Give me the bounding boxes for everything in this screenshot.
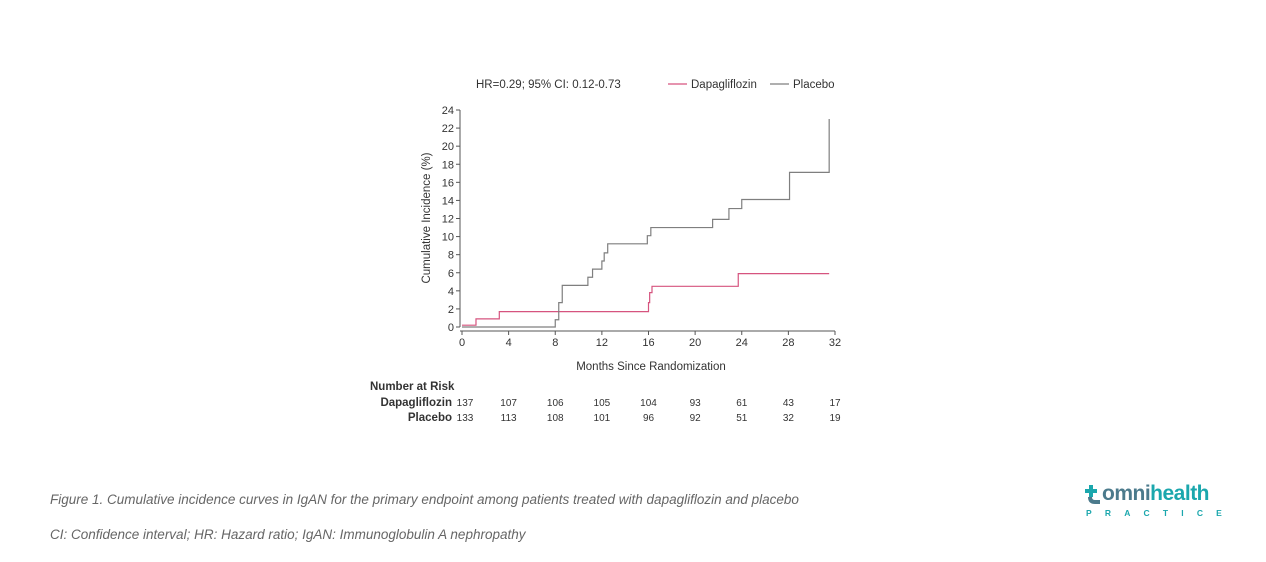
risk-table-cell: 96	[643, 413, 655, 424]
y-tick-label: 18	[442, 159, 454, 171]
series-placebo-line	[462, 119, 830, 328]
x-tick-label: 32	[829, 337, 841, 349]
risk-table-cell: 105	[594, 398, 611, 409]
y-tick-label: 2	[448, 304, 454, 316]
y-tick-label: 16	[442, 177, 454, 189]
risk-table-cell: 43	[783, 398, 795, 409]
y-tick-label: 14	[442, 195, 454, 207]
risk-table-cell: 106	[547, 398, 564, 409]
y-tick-label: 12	[442, 214, 454, 226]
risk-table: Number at Risk Dapagliflozin 137 107 106 105 1…	[370, 381, 841, 424]
risk-table-cell: 101	[594, 413, 611, 424]
x-tick-label: 12	[596, 337, 608, 349]
risk-table-cell: 17	[829, 398, 841, 409]
risk-table-cell: 108	[547, 413, 564, 424]
risk-table-cell: 51	[736, 413, 748, 424]
hr-annotation: HR=0.29; 95% CI: 0.12-0.73	[476, 79, 621, 91]
risk-table-header: Number at Risk	[370, 381, 455, 393]
logo-word-health: health	[1150, 482, 1210, 505]
x-tick-label: 0	[459, 337, 465, 349]
risk-table-cell: 113	[501, 413, 517, 424]
x-tick-label: 8	[552, 337, 558, 349]
risk-table-cell: 61	[736, 398, 748, 409]
omnihealth-logo: omnihealth PRACTICE	[1084, 482, 1224, 524]
risk-table-cell: 104	[640, 398, 657, 409]
y-tick-label: 8	[448, 250, 454, 262]
legend-label-dapagliflozin: Dapagliflozin	[691, 79, 757, 91]
risk-row-label: Placebo	[408, 412, 452, 424]
y-tick-label: 0	[448, 322, 454, 334]
legend: Dapagliflozin Placebo	[668, 79, 835, 91]
y-tick-label: 4	[448, 286, 454, 298]
risk-table-cell: 93	[690, 398, 702, 409]
risk-table-cell: 137	[457, 398, 474, 409]
y-tick-label: 22	[442, 123, 454, 135]
abbreviations-caption: CI: Confidence interval; HR: Hazard rati…	[50, 527, 526, 542]
x-tick-label: 24	[736, 337, 748, 349]
legend-label-placebo: Placebo	[793, 79, 835, 91]
risk-table-cell: 107	[500, 398, 517, 409]
logo-cross-icon	[1085, 485, 1100, 504]
series-dapagliflozin-line	[462, 273, 830, 326]
logo-word-omni: omni	[1102, 482, 1151, 505]
risk-table-cell: 92	[690, 413, 702, 424]
logo-subtitle: PRACTICE	[1086, 508, 1236, 518]
y-tick-label: 10	[442, 232, 454, 244]
x-tick-label: 20	[689, 337, 701, 349]
y-tick-label: 20	[442, 141, 454, 153]
risk-row-label: Dapagliflozin	[380, 397, 452, 409]
y-tick-label: 6	[448, 268, 454, 280]
logo-wordmark: omnihealth	[1102, 482, 1210, 506]
risk-table-cell: 32	[783, 413, 795, 424]
x-tick-label: 28	[782, 337, 794, 349]
risk-table-cell: 133	[457, 413, 474, 424]
figure-caption: Figure 1. Cumulative incidence curves in…	[50, 492, 799, 507]
series-layer	[462, 119, 830, 328]
risk-table-cell: 19	[829, 413, 841, 424]
x-tick-label: 16	[642, 337, 654, 349]
x-axis-label: Months Since Randomization	[576, 361, 726, 373]
y-tick-label: 24	[442, 105, 454, 117]
y-axis-label: Cumulative Incidence (%)	[421, 152, 433, 283]
x-tick-label: 4	[506, 337, 512, 349]
